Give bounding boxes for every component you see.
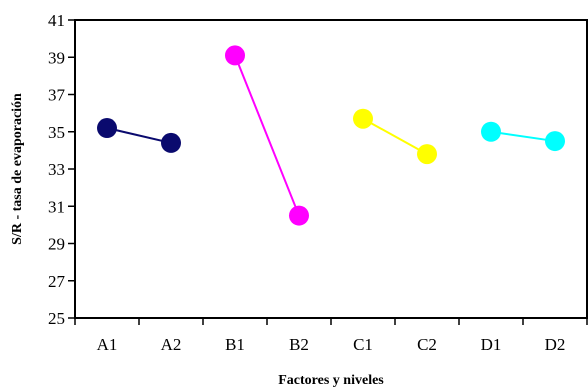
y-tick-label: 35 xyxy=(48,123,65,142)
series-line-3 xyxy=(362,117,428,155)
y-tick-label: 41 xyxy=(48,11,65,30)
y-tick-label: 33 xyxy=(48,160,65,179)
series-layer xyxy=(97,45,565,226)
x-tick-label: B2 xyxy=(289,335,309,354)
plot-area xyxy=(74,19,588,319)
data-point-A1 xyxy=(97,118,117,139)
data-point-C1 xyxy=(353,108,373,129)
x-tick-label: D1 xyxy=(481,335,502,354)
x-tick-label: B1 xyxy=(225,335,245,354)
x-axis: A1 A2 B1 B2 C1 C2 D1 D2 xyxy=(74,318,588,354)
y-tick-label: 39 xyxy=(48,48,65,67)
series-line-2 xyxy=(234,55,300,216)
y-tick-label: 29 xyxy=(48,235,65,254)
x-tick-label: A2 xyxy=(161,335,182,354)
y-tick-label: 37 xyxy=(48,86,66,105)
x-tick-label: C2 xyxy=(417,335,437,354)
x-axis-title: Factores y niveles xyxy=(278,373,384,388)
y-tick-label: 25 xyxy=(48,309,65,328)
series-line-1 xyxy=(106,127,172,144)
x-tick-label: D2 xyxy=(545,335,566,354)
data-point-B1 xyxy=(225,45,245,66)
y-tick-label: 27 xyxy=(48,272,66,291)
y-tick-label: 31 xyxy=(48,197,65,216)
data-point-B2 xyxy=(289,205,309,226)
data-point-D1 xyxy=(481,121,501,142)
data-point-D2 xyxy=(545,131,565,152)
data-point-A2 xyxy=(161,132,181,153)
x-tick-label: C1 xyxy=(353,335,373,354)
data-point-C2 xyxy=(417,144,437,165)
y-axis-title: S/R - tasa de evaporación xyxy=(10,93,25,245)
y-axis: 25 27 29 31 33 35 37 39 41 xyxy=(48,11,75,328)
series-line-4 xyxy=(490,130,556,143)
x-tick-label: A1 xyxy=(97,335,118,354)
